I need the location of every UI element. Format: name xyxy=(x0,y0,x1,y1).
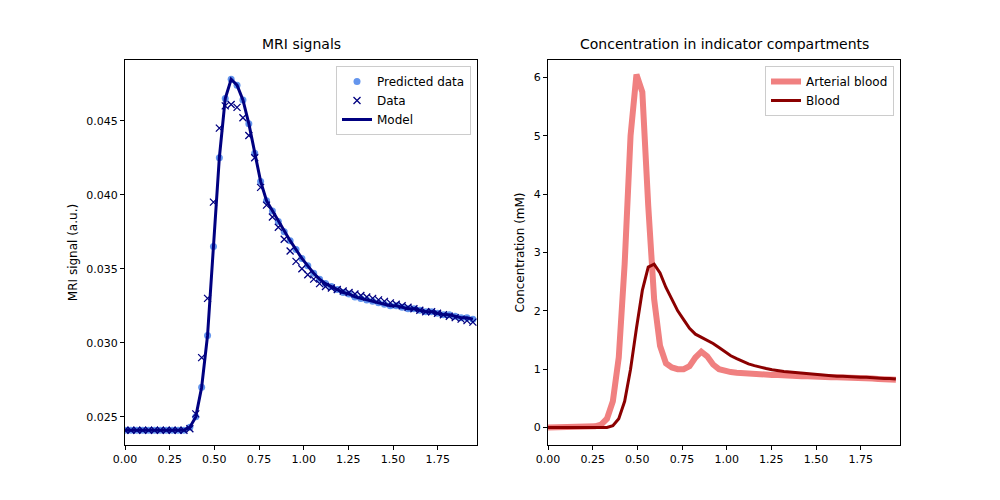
svg-text:1.00: 1.00 xyxy=(291,453,316,466)
svg-text:0.50: 0.50 xyxy=(625,453,650,466)
svg-text:0.045: 0.045 xyxy=(86,115,118,128)
svg-text:MRI signal (a.u.): MRI signal (a.u.) xyxy=(66,204,80,301)
svg-text:0.040: 0.040 xyxy=(86,189,118,202)
svg-text:0.00: 0.00 xyxy=(113,453,138,466)
svg-text:1.50: 1.50 xyxy=(804,453,829,466)
svg-text:0.25: 0.25 xyxy=(157,453,182,466)
svg-text:2: 2 xyxy=(534,305,541,318)
svg-text:Arterial blood: Arterial blood xyxy=(806,75,887,89)
svg-text:0.75: 0.75 xyxy=(670,453,695,466)
svg-text:0.030: 0.030 xyxy=(86,337,118,350)
svg-text:0.75: 0.75 xyxy=(247,453,272,466)
svg-text:Model: Model xyxy=(377,113,413,127)
svg-text:Data: Data xyxy=(377,94,406,108)
svg-text:MRI signals: MRI signals xyxy=(262,36,341,52)
svg-text:0.025: 0.025 xyxy=(86,411,118,424)
svg-text:Predicted data: Predicted data xyxy=(377,75,464,89)
svg-text:1: 1 xyxy=(534,363,541,376)
svg-text:Concentration (mM): Concentration (mM) xyxy=(513,192,527,312)
svg-text:3: 3 xyxy=(534,246,541,259)
svg-text:1.50: 1.50 xyxy=(381,453,406,466)
svg-text:1.00: 1.00 xyxy=(714,453,739,466)
svg-text:1.75: 1.75 xyxy=(425,453,450,466)
svg-text:Blood: Blood xyxy=(806,94,840,108)
svg-text:1.25: 1.25 xyxy=(336,453,361,466)
svg-text:0.25: 0.25 xyxy=(580,453,605,466)
svg-text:5: 5 xyxy=(534,130,541,143)
svg-text:0: 0 xyxy=(534,421,541,434)
svg-text:4: 4 xyxy=(534,188,541,201)
svg-text:Concentration in indicator com: Concentration in indicator compartments xyxy=(580,36,869,52)
svg-text:0.00: 0.00 xyxy=(536,453,561,466)
svg-text:6: 6 xyxy=(534,71,541,84)
svg-text:0.035: 0.035 xyxy=(86,263,118,276)
svg-text:1.75: 1.75 xyxy=(848,453,873,466)
svg-text:0.50: 0.50 xyxy=(202,453,227,466)
svg-text:1.25: 1.25 xyxy=(759,453,784,466)
